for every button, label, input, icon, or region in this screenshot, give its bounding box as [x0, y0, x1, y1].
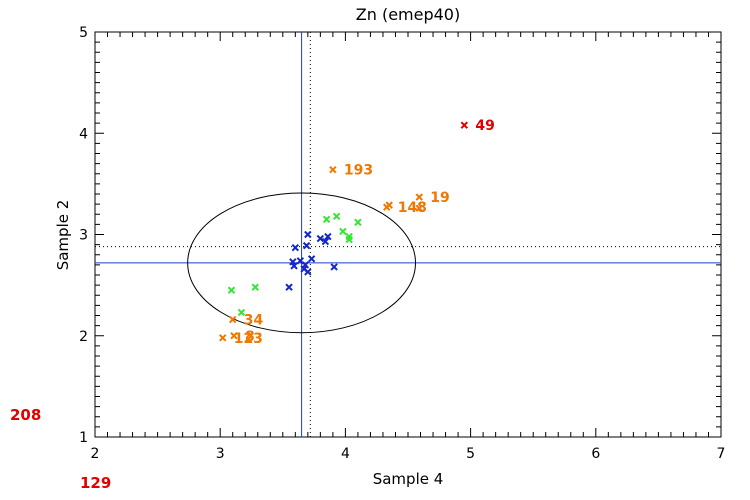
data-point-green: [251, 283, 259, 291]
data-point-green: [237, 308, 246, 317]
data-point-label: 34: [244, 313, 264, 329]
data-point-green: [322, 215, 331, 224]
confidence-ellipse: [187, 192, 417, 334]
y-tick-label: 2: [79, 329, 88, 345]
data-point-green: [345, 235, 353, 244]
x-tick-label: 3: [216, 446, 225, 462]
data-point-labeled: [230, 332, 238, 340]
data-point-blue: [304, 268, 312, 276]
data-point-label: 19: [430, 190, 449, 206]
data-point-blue: [302, 241, 311, 250]
x-tick-label: 5: [466, 446, 475, 462]
data-point-blue: [307, 255, 316, 263]
data-point-blue: [330, 263, 338, 271]
y-tick-label: 1: [79, 430, 88, 446]
data-point-labeled: [415, 193, 423, 201]
x-axis-label: Sample 4: [373, 470, 444, 488]
data-point-label: 148: [398, 200, 427, 216]
chart-title: Zn (emep40): [356, 5, 460, 24]
corner-label-left: 208: [10, 406, 42, 424]
data-point-outlier: [460, 121, 469, 129]
data-point-label: 193: [344, 163, 373, 179]
y-tick-label: 3: [79, 228, 88, 244]
data-point-blue: [304, 230, 312, 239]
data-point-blue: [285, 283, 293, 291]
data-point-label: 8: [245, 329, 255, 345]
y-axis-label: Sample 2: [54, 200, 72, 271]
x-tick-label: 4: [341, 446, 350, 462]
data-point-blue: [321, 237, 330, 246]
data-point-green: [227, 286, 236, 294]
data-point-labeled: [385, 201, 393, 209]
y-tick-label: 4: [79, 126, 88, 142]
data-point-labeled: [415, 204, 423, 212]
data-point-blue: [290, 262, 298, 270]
x-tick-label: 6: [591, 446, 600, 462]
data-point-label: 123: [234, 331, 263, 347]
data-point-labeled: [218, 334, 227, 342]
data-point-green: [354, 218, 362, 227]
data-point-green: [339, 227, 347, 236]
axes-frame: [94, 31, 722, 438]
data-point-blue: [316, 234, 325, 243]
y-tick-label: 5: [79, 25, 88, 41]
data-point-labeled: [229, 315, 237, 324]
data-point-green: [332, 212, 341, 220]
corner-label-bottom: 129: [80, 474, 112, 492]
x-tick-label: 7: [717, 446, 726, 462]
data-point-blue: [324, 232, 332, 241]
data-point-labeled: [329, 165, 337, 174]
x-tick-label: 2: [91, 446, 100, 462]
data-point-blue: [291, 243, 300, 252]
data-point-label: 49: [475, 118, 494, 134]
